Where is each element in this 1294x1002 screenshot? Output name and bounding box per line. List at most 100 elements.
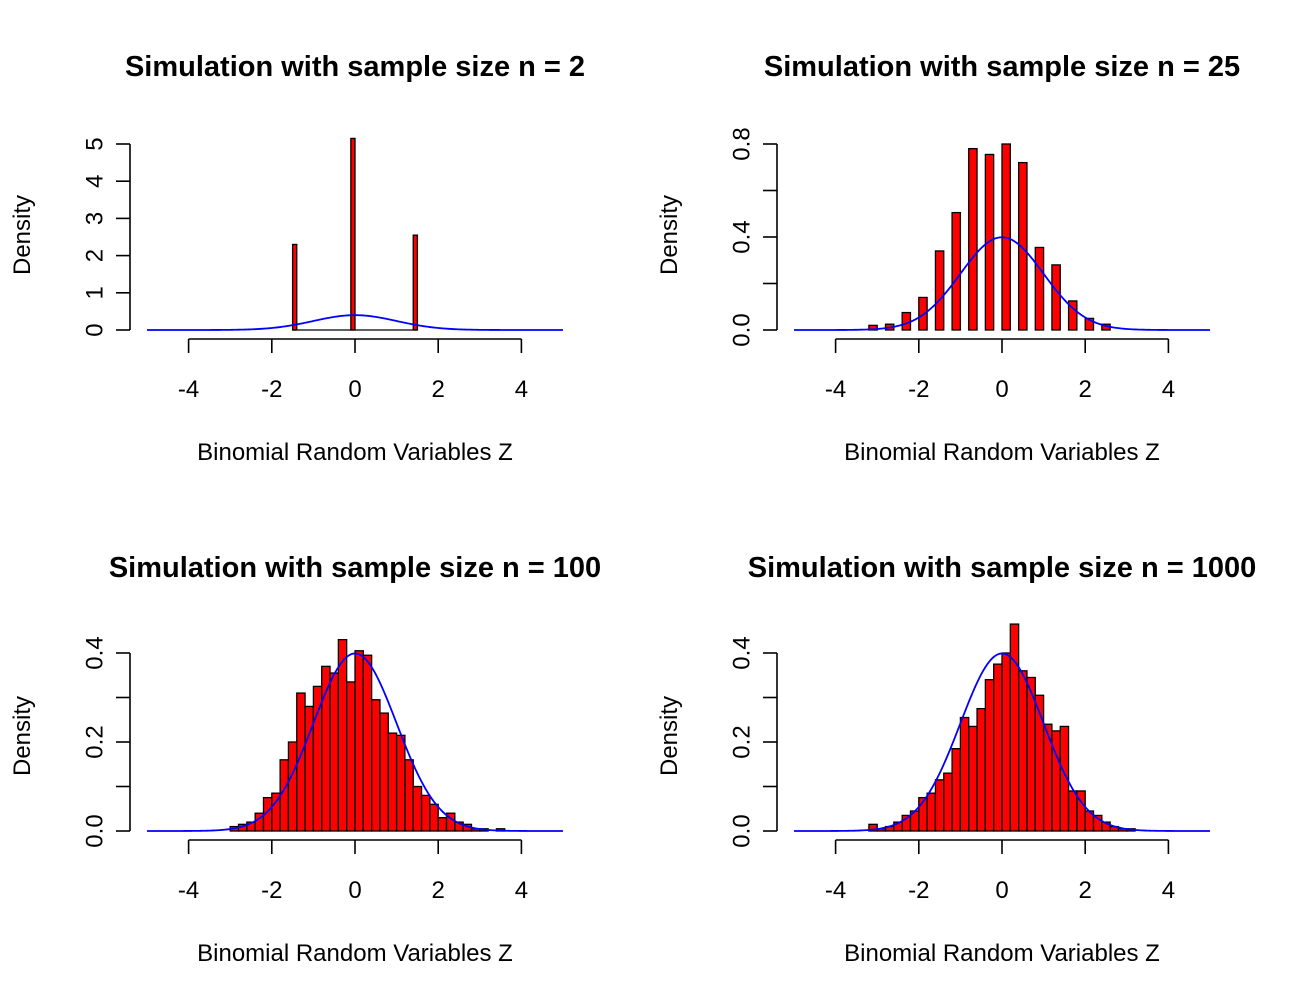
histogram-bar xyxy=(337,639,348,832)
normal-density-curve xyxy=(147,314,563,331)
x-axis-label: Binomial Random Variables Z xyxy=(197,940,513,967)
x-axis: -4 -2 0 2 4 xyxy=(825,338,1175,403)
histogram-bar xyxy=(1017,161,1028,331)
y-tick-label: 0.4 xyxy=(82,636,109,669)
x-tick-label: 4 xyxy=(1162,877,1175,904)
histogram-bar xyxy=(1001,652,1011,832)
histogram-bar xyxy=(868,823,878,832)
histogram-bar xyxy=(420,794,431,832)
x-tick-label: 4 xyxy=(515,877,528,904)
histogram-bar xyxy=(429,803,439,832)
y-tick-label: 5 xyxy=(82,137,109,150)
x-tick-label: 4 xyxy=(515,376,528,403)
y-axis-label: Density xyxy=(656,195,683,275)
histogram-bar xyxy=(976,707,987,832)
y-tick-label: 2 xyxy=(82,249,109,262)
bars-layer xyxy=(794,623,1210,832)
x-tick-label: 0 xyxy=(348,877,361,904)
y-tick-label: 0.0 xyxy=(729,313,756,346)
histogram-bar xyxy=(362,654,373,832)
histogram-bar xyxy=(354,650,364,832)
histogram-bar xyxy=(901,311,912,331)
x-tick-label: -4 xyxy=(825,877,846,904)
histogram-bar xyxy=(959,716,970,832)
histogram-bar xyxy=(1051,264,1061,331)
histogram-bar xyxy=(951,748,962,832)
chart-title: Simulation with sample size n = 2 xyxy=(125,51,585,83)
histogram-bar xyxy=(312,685,323,832)
x-tick-label: -2 xyxy=(261,376,282,403)
x-tick-label: 2 xyxy=(432,877,445,904)
histogram-bar xyxy=(1034,246,1045,331)
histogram-bar xyxy=(943,772,953,832)
x-tick-label: 0 xyxy=(995,877,1008,904)
histogram-bar xyxy=(1067,300,1078,331)
x-tick-label: 0 xyxy=(348,376,361,403)
histogram-bar xyxy=(329,672,340,832)
chart-title: Simulation with sample size n = 1000 xyxy=(748,552,1256,584)
y-axis-label: Density xyxy=(9,696,36,776)
histogram-bar xyxy=(387,732,398,832)
x-axis-label: Binomial Random Variables Z xyxy=(197,439,513,466)
y-tick-label: 0.0 xyxy=(729,814,756,847)
histogram-bar xyxy=(291,243,298,331)
histogram-bar xyxy=(370,699,381,832)
y-tick-label: 1 xyxy=(82,286,109,299)
y-tick-label: 3 xyxy=(82,212,109,225)
y-axis: 0.0 0.2 0.4 xyxy=(82,636,131,848)
x-tick-label: 2 xyxy=(432,376,445,403)
bars-layer xyxy=(147,137,563,331)
histogram-bar xyxy=(379,712,389,832)
y-tick-label: 0.8 xyxy=(729,127,756,160)
histogram-bar xyxy=(1034,694,1045,832)
x-tick-label: -4 xyxy=(178,376,199,403)
bars-layer xyxy=(794,143,1210,331)
y-tick-label: 4 xyxy=(82,175,109,188)
x-tick-label: 2 xyxy=(1079,877,1092,904)
histogram-bar xyxy=(1059,725,1070,832)
chart-title: Simulation with sample size n = 100 xyxy=(109,552,601,584)
panel-n1000: Simulation with sample size n = 1000 Bin… xyxy=(656,552,1256,967)
x-tick-label: -4 xyxy=(178,877,199,904)
histogram-bar xyxy=(1067,790,1078,832)
x-tick-label: 4 xyxy=(1162,376,1175,403)
y-axis: 0 1 2 3 4 5 xyxy=(82,137,131,337)
histogram-bar xyxy=(968,725,978,832)
panel-n100: Simulation with sample size n = 100 Bino… xyxy=(9,552,601,967)
x-tick-label: -4 xyxy=(825,376,846,403)
histogram-bar xyxy=(287,741,298,832)
histogram-bar xyxy=(1009,623,1020,832)
histogram-bar xyxy=(404,759,414,832)
y-tick-label: 0.2 xyxy=(729,725,756,758)
x-axis-label: Binomial Random Variables Z xyxy=(844,940,1160,967)
x-tick-label: -2 xyxy=(908,376,929,403)
histogram-bar xyxy=(951,211,962,331)
histogram-bar xyxy=(350,137,356,331)
x-tick-label: 0 xyxy=(995,376,1008,403)
histogram-bar xyxy=(926,792,937,832)
histogram-bar xyxy=(1017,670,1028,832)
x-axis: -4 -2 0 2 4 xyxy=(825,839,1175,904)
panel-n25: Simulation with sample size n = 25 Binom… xyxy=(656,51,1240,466)
histogram-bar xyxy=(395,734,406,832)
histogram-bar xyxy=(968,147,978,331)
normal-density-curve xyxy=(794,236,1210,331)
histogram-bar xyxy=(412,785,423,832)
histogram-bar xyxy=(346,681,356,832)
panel-n2: Simulation with sample size n = 2 Binomi… xyxy=(9,51,585,466)
y-tick-label: 0.4 xyxy=(729,636,756,669)
y-tick-label: 0.4 xyxy=(729,220,756,253)
y-tick-label: 0.0 xyxy=(82,814,109,847)
histogram-bar xyxy=(1084,317,1095,331)
normal-density-curve xyxy=(147,652,563,832)
x-axis: -4 -2 0 2 4 xyxy=(178,839,528,904)
histogram-bar xyxy=(934,779,945,832)
x-tick-label: -2 xyxy=(261,877,282,904)
chart-title: Simulation with sample size n = 25 xyxy=(764,51,1240,83)
x-tick-label: 2 xyxy=(1079,376,1092,403)
y-axis: 0.0 0.4 0.8 xyxy=(729,127,778,347)
normal-density-curve xyxy=(794,652,1210,832)
y-tick-label: 0.2 xyxy=(82,725,109,758)
x-axis-label: Binomial Random Variables Z xyxy=(844,439,1160,466)
